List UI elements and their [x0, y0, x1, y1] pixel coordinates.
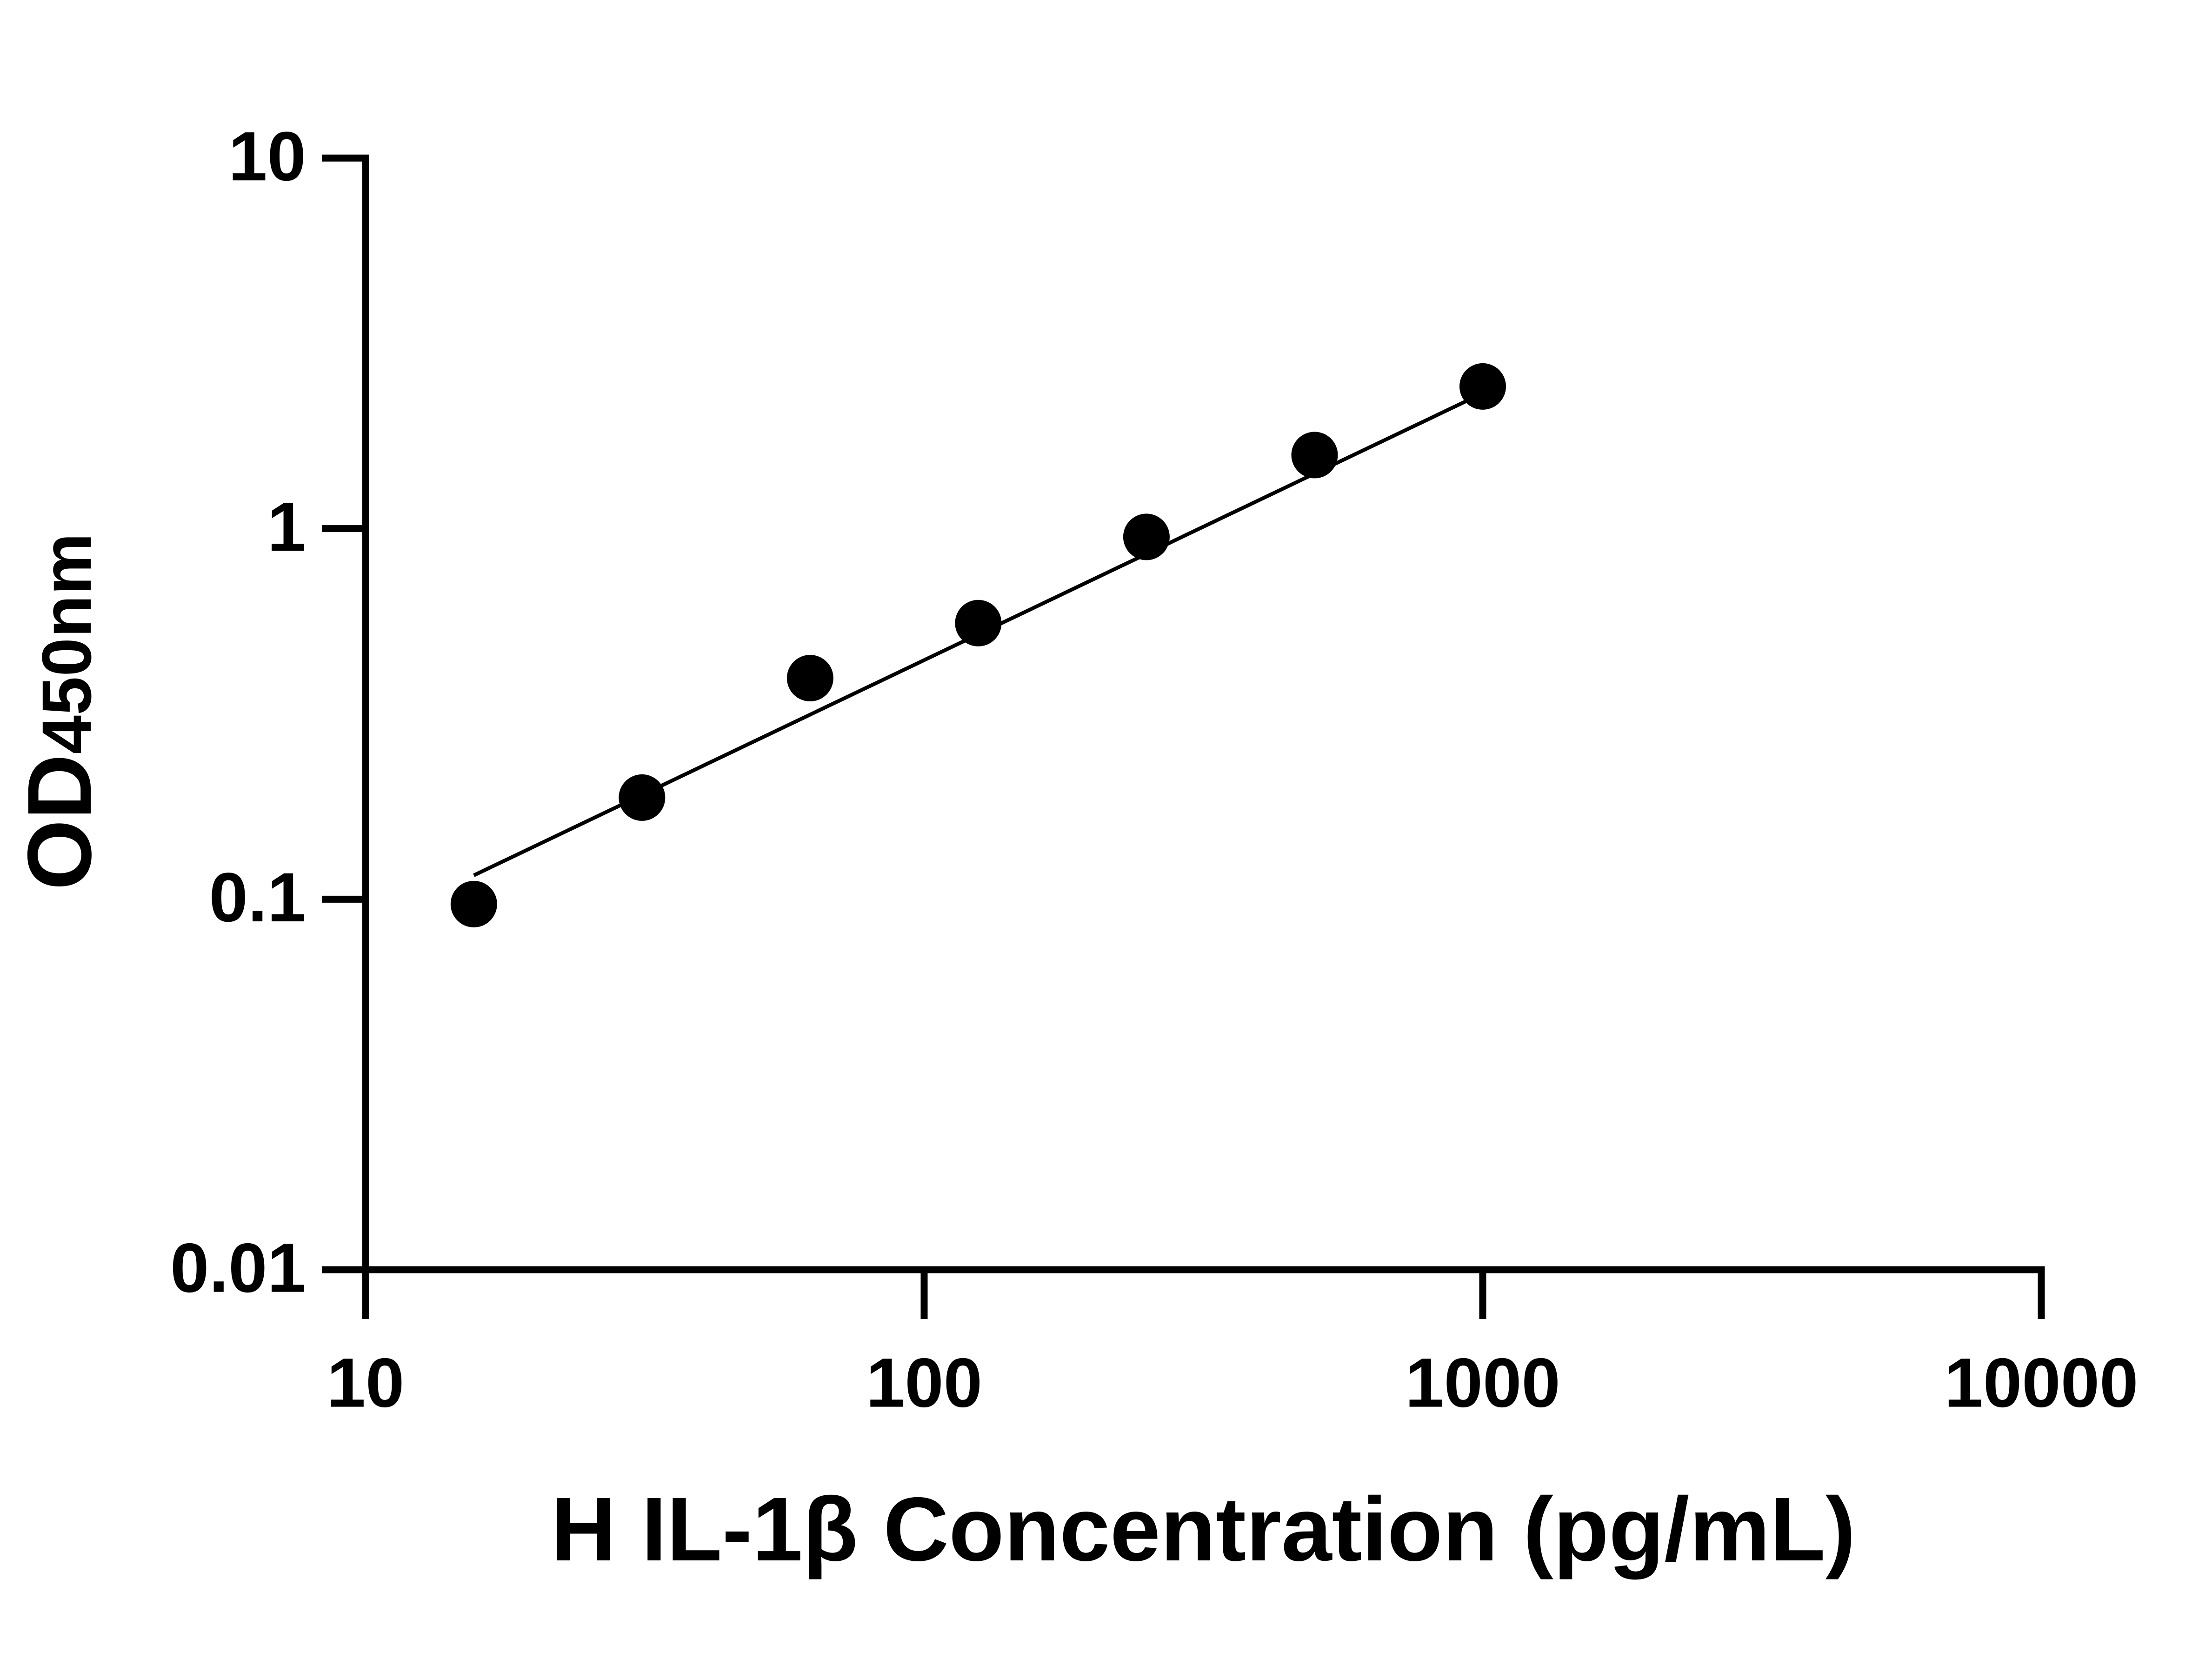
- data-point: [955, 600, 1002, 646]
- x-tick-label: 1000: [1405, 1344, 1560, 1422]
- x-axis-title: H IL-1β Concentration (pg/mL): [551, 1479, 1856, 1580]
- data-point: [1459, 363, 1506, 410]
- y-axis-title-main: OD: [9, 754, 110, 890]
- data-point: [1291, 432, 1338, 479]
- data-point: [1123, 513, 1170, 560]
- x-tick-label: 100: [866, 1344, 982, 1422]
- y-tick-label: 0.01: [170, 1229, 306, 1307]
- y-axis-title-subscript: 450nm: [27, 533, 106, 754]
- x-tick-label: 10: [327, 1344, 405, 1422]
- y-tick-label: 10: [228, 117, 306, 195]
- y-axis-title: OD450nm: [9, 533, 110, 890]
- y-tick-label: 0.1: [209, 858, 306, 936]
- x-tick-label: 10000: [1944, 1344, 2138, 1422]
- data-point: [619, 774, 666, 821]
- y-tick-label: 1: [267, 487, 306, 566]
- data-point: [450, 880, 497, 927]
- data-point: [786, 655, 833, 702]
